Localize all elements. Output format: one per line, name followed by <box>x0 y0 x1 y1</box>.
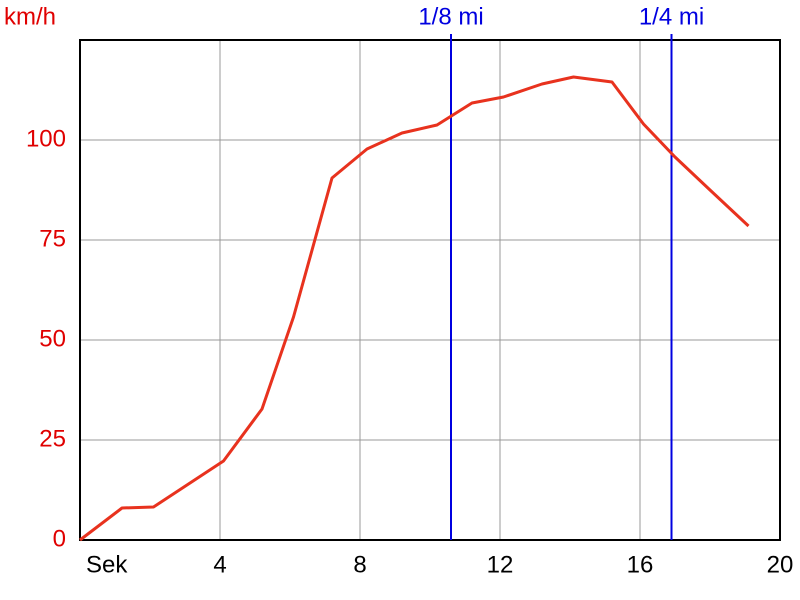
x-tick-label: 4 <box>213 551 226 578</box>
x-tick-label: Sek <box>86 551 128 578</box>
distance-marker-label: 1/4 mi <box>639 3 704 30</box>
x-tick-label: 12 <box>487 551 514 578</box>
plot-border <box>79 39 781 541</box>
y-axis-label: km/h <box>4 3 56 30</box>
y-tick-label: 75 <box>39 225 66 252</box>
x-tick-label: 8 <box>353 551 366 578</box>
y-tick-label: 25 <box>39 425 66 452</box>
x-tick-label: 16 <box>627 551 654 578</box>
x-tick-label: 20 <box>767 551 794 578</box>
y-tick-label: 100 <box>26 125 66 152</box>
data-line <box>79 75 750 542</box>
distance-marker-label: 1/8 mi <box>418 3 483 30</box>
y-tick-label: 50 <box>39 325 66 352</box>
y-tick-label: 0 <box>53 525 66 552</box>
